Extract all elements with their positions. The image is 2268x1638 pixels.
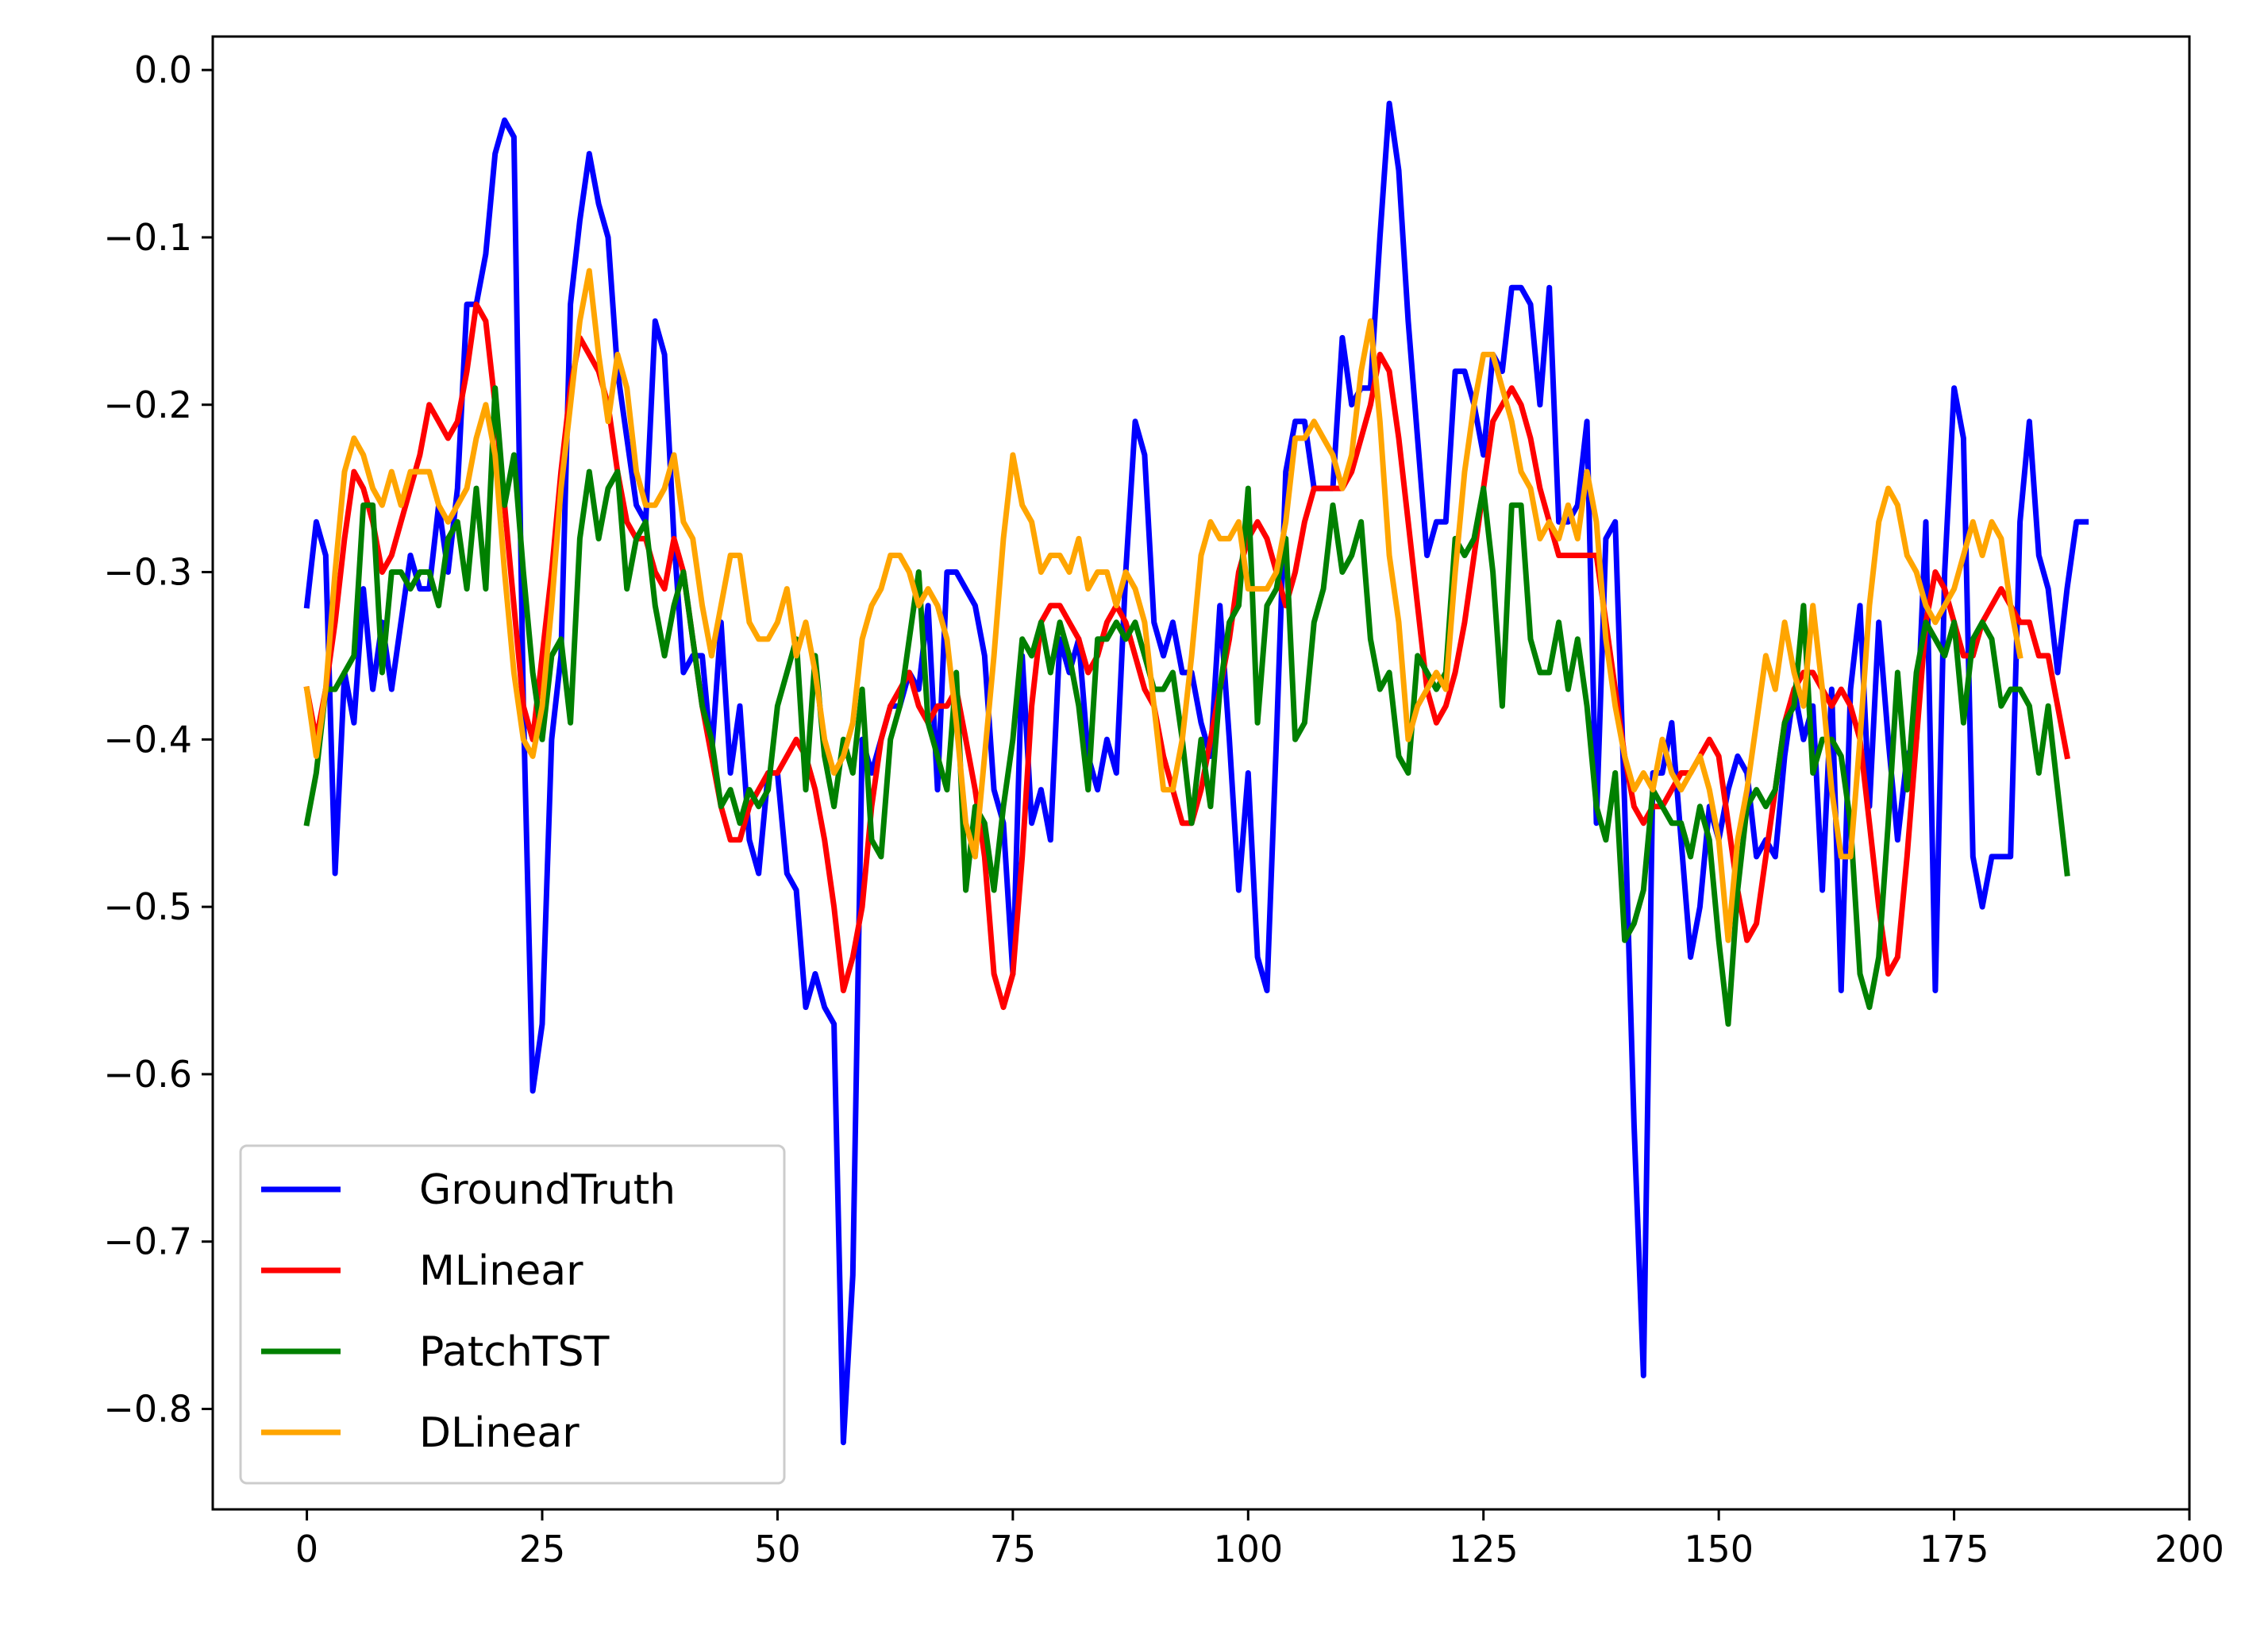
x-tick-label: 100: [1213, 1528, 1283, 1571]
y-tick-label: −0.8: [103, 1388, 192, 1431]
plot-frame: [211, 35, 2191, 1511]
x-axis: 0 25 50 75 100 125 150 175 200: [295, 1509, 2224, 1571]
legend-box: [239, 1144, 786, 1485]
y-tick-label: −0.7: [103, 1220, 192, 1263]
series-lines: [303, 100, 2089, 1446]
x-tick-label: 0: [295, 1528, 318, 1571]
x-tick-label: 50: [754, 1528, 801, 1571]
y-tick-label: −0.1: [103, 216, 192, 259]
legend-label-dlinear: DLinear: [419, 1409, 580, 1457]
x-tick-label: 200: [2154, 1528, 2224, 1571]
y-tick-label: −0.3: [103, 551, 192, 594]
x-tick-label: 150: [1684, 1528, 1754, 1571]
y-tick-label: −0.6: [103, 1053, 192, 1096]
legend-label-patchtst: PatchTST: [419, 1328, 610, 1376]
legend-label-mlinear: MLinear: [419, 1247, 583, 1295]
x-tick-label: 125: [1449, 1528, 1519, 1571]
y-tick-label: −0.5: [103, 885, 192, 928]
series-line-patchtst: [303, 385, 2070, 1027]
y-tick-label: −0.4: [103, 718, 192, 761]
x-tick-label: 75: [990, 1528, 1037, 1571]
y-tick-label: −0.2: [103, 383, 192, 426]
legend: GroundTruth MLinear PatchTST DLinear: [239, 1144, 786, 1485]
y-tick-label: 0.0: [134, 48, 192, 91]
y-axis: 0.0 −0.1 −0.2 −0.3 −0.4 −0.5 −0.6 −0.7 −0.8: [103, 48, 213, 1431]
series-line-groundtruth: [303, 100, 2089, 1446]
legend-label-groundtruth: GroundTruth: [419, 1166, 676, 1214]
x-tick-label: 175: [1920, 1528, 1989, 1571]
series-line-dlinear: [303, 268, 2023, 943]
x-tick-label: 25: [519, 1528, 566, 1571]
